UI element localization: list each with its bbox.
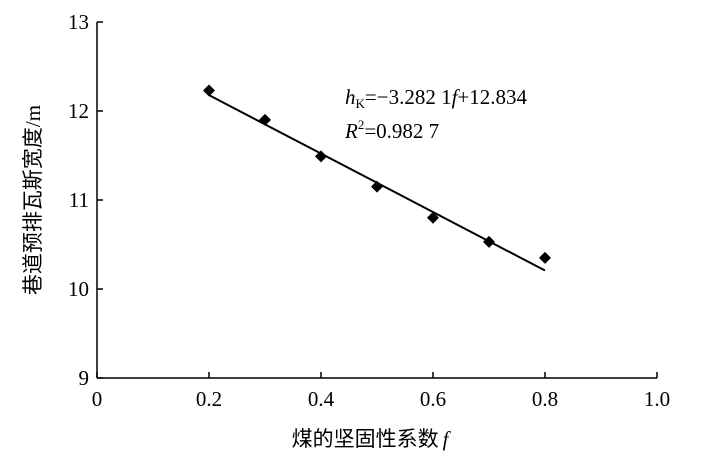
point — [483, 235, 495, 248]
y-axis-label: 巷道预排瓦斯宽度/m — [21, 105, 45, 295]
x-tick-label: 0.6 — [420, 387, 446, 411]
y-tick-label: 12 — [68, 99, 89, 123]
eq-symbol: f — [452, 85, 461, 109]
eq-text: +12.834 — [457, 85, 527, 109]
point — [203, 84, 215, 97]
r-symbol: R — [344, 119, 358, 143]
r-superscript: 2 — [358, 117, 365, 132]
point — [427, 211, 439, 224]
point — [315, 150, 327, 163]
y-tick-label: 13 — [68, 10, 89, 34]
r-text: =0.982 7 — [364, 119, 439, 143]
equation: hK=−3.282 1f+12.834 — [345, 85, 528, 111]
y-tick-label: 10 — [68, 277, 89, 301]
y-tick-label: 9 — [79, 366, 90, 390]
r-squared: R2=0.982 7 — [344, 117, 439, 143]
point — [259, 113, 271, 126]
x-tick-label: 1.0 — [644, 387, 670, 411]
y-tick-label: 11 — [69, 188, 89, 212]
eq-symbol: h — [345, 85, 356, 109]
eq-subscript: K — [356, 96, 366, 111]
x-tick-label: 0.4 — [308, 387, 335, 411]
x-label-symbol: f — [443, 427, 452, 451]
point — [539, 251, 551, 264]
eq-text: =−3.282 1 — [365, 85, 452, 109]
x-tick-label: 0.8 — [532, 387, 558, 411]
x-tick-label: 0.2 — [196, 387, 222, 411]
x-axis-label: 煤的坚固性系数 f — [292, 427, 452, 451]
x-tick-label: 0 — [92, 387, 103, 411]
point — [371, 180, 383, 193]
x-label-text: 煤的坚固性系数 — [292, 427, 439, 451]
